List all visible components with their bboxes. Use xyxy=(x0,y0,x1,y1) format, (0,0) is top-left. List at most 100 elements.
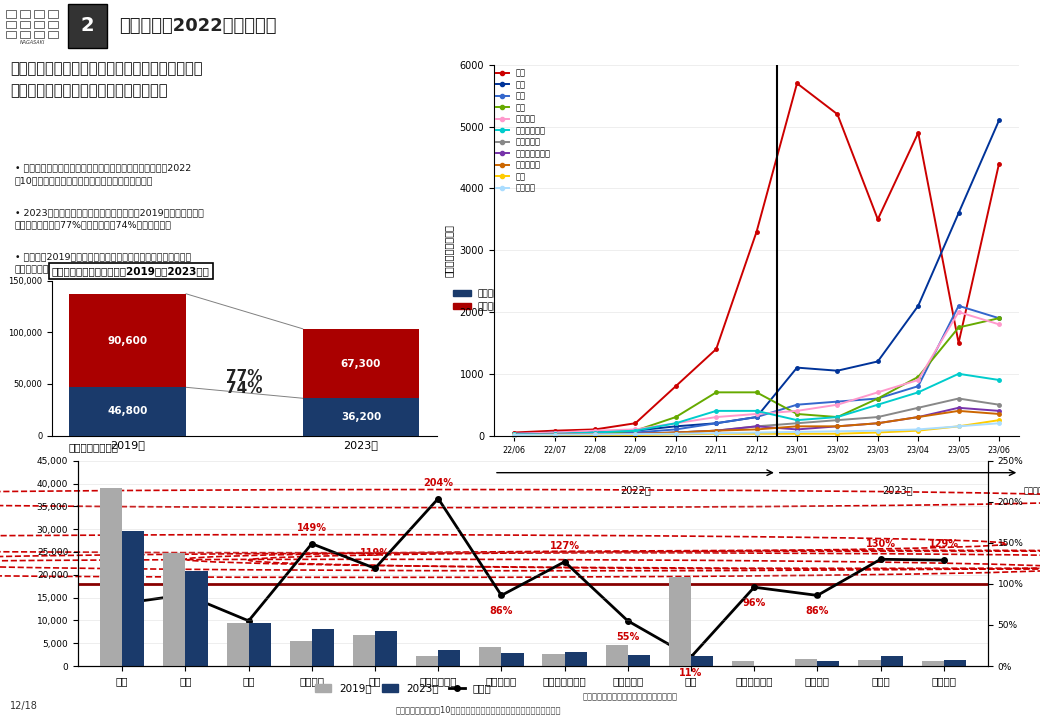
台湾 xyxy=(912,302,925,310)
Bar xyxy=(100,488,123,666)
Bar xyxy=(628,654,650,666)
イギリス xyxy=(993,419,1006,428)
マレーシア xyxy=(589,430,601,438)
台湾 xyxy=(790,364,803,372)
シンガポール xyxy=(993,376,1006,384)
Line: 中国: 中国 xyxy=(513,418,1000,437)
イギリス xyxy=(790,428,803,436)
フィリピン xyxy=(589,430,601,438)
Text: 資料：長崎市モバイル空間統計を基に作成: 資料：長崎市モバイル空間統計を基に作成 xyxy=(582,693,677,702)
Line: 韓国: 韓国 xyxy=(513,81,1000,434)
Bar xyxy=(796,660,817,666)
シンガポール xyxy=(629,426,642,435)
オーストラリア xyxy=(790,425,803,433)
アメリカ xyxy=(912,376,925,384)
Bar xyxy=(416,657,438,666)
中国 xyxy=(831,429,843,438)
シンガポール xyxy=(872,400,884,409)
Text: 129%: 129% xyxy=(929,539,959,549)
フィリピン xyxy=(790,419,803,428)
シンガポール xyxy=(589,428,601,437)
Line: 台湾: 台湾 xyxy=(513,119,1000,436)
フィリピン xyxy=(670,428,682,437)
Text: 12/18: 12/18 xyxy=(10,701,38,711)
中国 xyxy=(872,428,884,437)
アメリカ xyxy=(831,400,843,409)
Text: 2023年: 2023年 xyxy=(883,486,913,495)
アメリカ xyxy=(872,388,884,397)
中国 xyxy=(710,429,723,438)
台湾 xyxy=(548,428,561,437)
香港 xyxy=(589,429,601,438)
マレーシア xyxy=(629,430,642,438)
フィリピン xyxy=(872,413,884,421)
タイ xyxy=(589,429,601,438)
シンガポール xyxy=(912,388,925,397)
オーストラリア xyxy=(548,431,561,439)
Text: 67,300: 67,300 xyxy=(341,359,382,369)
アメリカ xyxy=(508,429,520,438)
Bar xyxy=(943,660,966,666)
Line: フィリピン: フィリピン xyxy=(513,397,1000,437)
Bar xyxy=(185,571,208,666)
イギリス xyxy=(912,425,925,433)
韓国 xyxy=(751,228,763,236)
フィリピン xyxy=(831,416,843,425)
Text: 149%: 149% xyxy=(296,523,327,533)
Text: 86%: 86% xyxy=(490,606,513,616)
シンガポール xyxy=(670,419,682,428)
シンガポール xyxy=(710,407,723,415)
Bar xyxy=(163,554,185,666)
マレーシア xyxy=(790,422,803,431)
Text: 90,600: 90,600 xyxy=(108,336,148,346)
Text: （注）表示の数値は10人単位を四捨五入。増加率は元データにより算出: （注）表示の数値は10人単位を四捨五入。増加率は元データにより算出 xyxy=(395,706,561,715)
Bar xyxy=(123,531,145,666)
フィリピン xyxy=(710,426,723,435)
シンガポール xyxy=(751,407,763,415)
中国 xyxy=(953,422,965,431)
Line: タイ: タイ xyxy=(513,317,1000,436)
オーストラリア xyxy=(751,422,763,431)
Text: 86%: 86% xyxy=(806,606,829,616)
アメリカ xyxy=(670,419,682,428)
イギリス xyxy=(629,430,642,438)
香港 xyxy=(872,394,884,402)
マレーシア xyxy=(548,431,561,439)
マレーシア xyxy=(993,410,1006,418)
アメリカ xyxy=(751,410,763,418)
Text: 55%: 55% xyxy=(616,631,640,642)
Text: 119%: 119% xyxy=(360,548,390,558)
台湾 xyxy=(508,429,520,438)
韓国 xyxy=(548,426,561,435)
オーストラリア xyxy=(831,422,843,431)
Text: 127%: 127% xyxy=(549,541,579,551)
アメリカ xyxy=(548,428,561,437)
アメリカ xyxy=(629,425,642,433)
イギリス xyxy=(953,422,965,431)
中国 xyxy=(790,429,803,438)
シンガポール xyxy=(508,430,520,438)
Bar xyxy=(375,631,397,666)
香港 xyxy=(508,430,520,438)
台湾 xyxy=(872,357,884,366)
Legend: 日帰客数, 宿泊客数: 日帰客数, 宿泊客数 xyxy=(449,285,503,315)
アメリカ xyxy=(710,413,723,421)
タイ xyxy=(629,426,642,435)
Text: 96%: 96% xyxy=(743,598,765,608)
Text: 130%: 130% xyxy=(865,539,895,549)
イギリス xyxy=(589,430,601,438)
香港 xyxy=(953,302,965,310)
Text: 46,800: 46,800 xyxy=(107,407,148,416)
フィリピン xyxy=(751,422,763,431)
Bar xyxy=(543,654,565,666)
フィリピン xyxy=(548,431,561,439)
香港 xyxy=(790,400,803,409)
Bar xyxy=(921,661,943,666)
Bar xyxy=(227,623,249,666)
タイ xyxy=(508,430,520,438)
タイ xyxy=(831,413,843,421)
香港 xyxy=(670,425,682,433)
アメリカ xyxy=(953,307,965,316)
Bar xyxy=(438,650,461,666)
中国 xyxy=(993,416,1006,425)
